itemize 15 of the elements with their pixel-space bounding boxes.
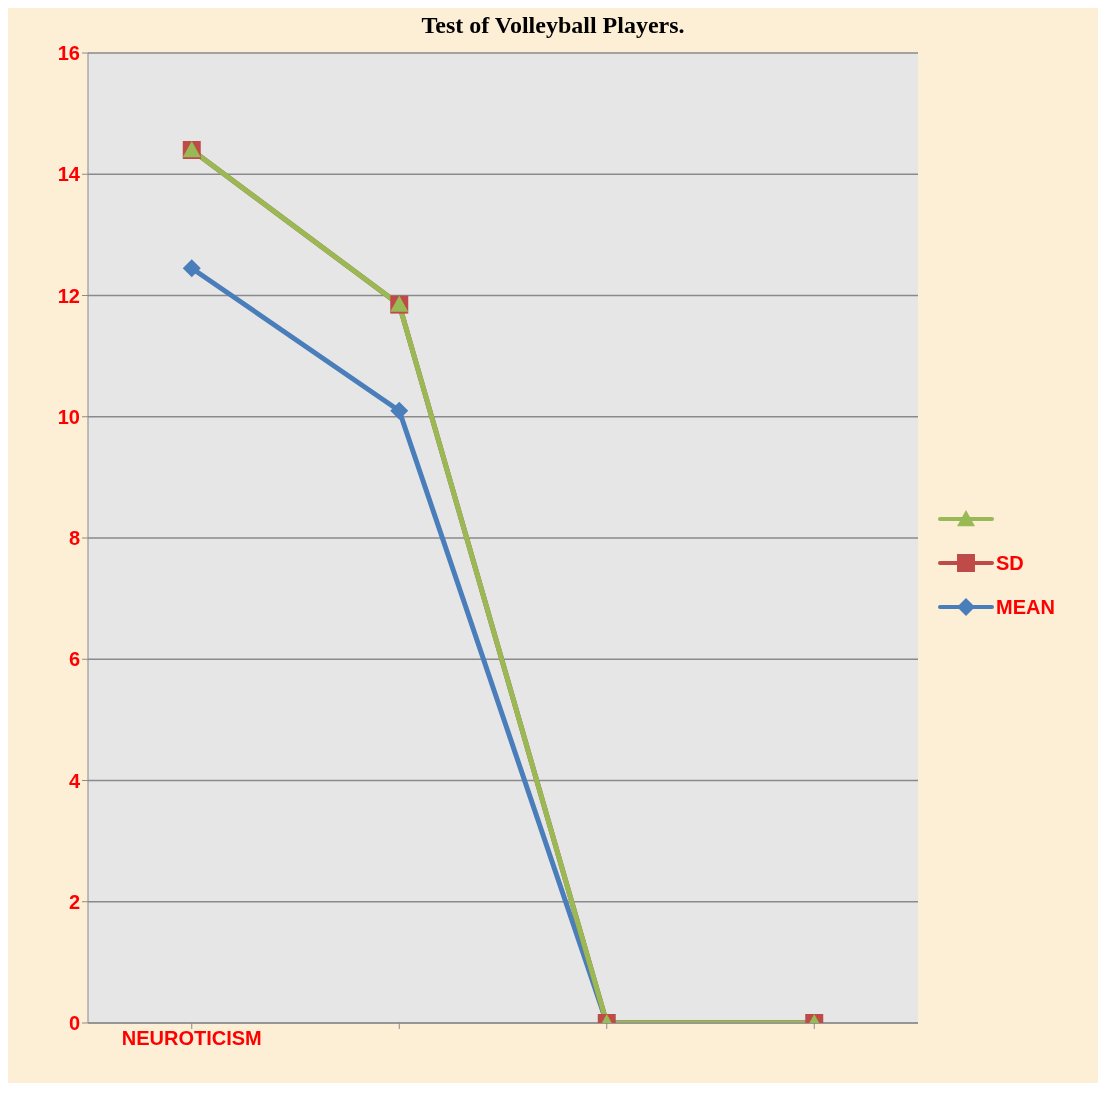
y-tick-label: 16 xyxy=(57,42,80,65)
y-tick-label: 0 xyxy=(68,1012,80,1035)
y-tick-label: 2 xyxy=(68,890,80,913)
y-tick-label: 12 xyxy=(57,284,80,307)
y-tick-label: 8 xyxy=(68,527,80,550)
y-tick-label: 6 xyxy=(68,648,80,671)
chart-title: Test of Volleyball Players. xyxy=(420,11,686,40)
legend-label: MEAN xyxy=(996,595,1055,619)
point xyxy=(390,401,409,420)
y-tick-label: 10 xyxy=(57,405,80,428)
point xyxy=(182,259,201,278)
x-tick-label: NEUROTICISM xyxy=(121,1027,262,1050)
y-tick-label: 14 xyxy=(57,163,81,186)
y-tick-label: 4 xyxy=(68,769,81,792)
legend-label: SD xyxy=(996,551,1024,575)
